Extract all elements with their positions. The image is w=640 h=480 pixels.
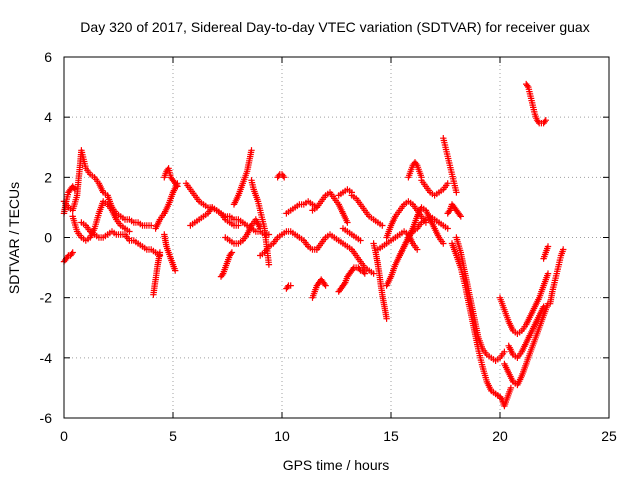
series-arc-35: [440, 135, 460, 196]
x-tick-label: 5: [169, 428, 177, 444]
y-tick-label: 6: [44, 49, 52, 65]
series-arc-25: [339, 225, 364, 244]
point-markers: [540, 243, 552, 262]
series-arc-39: [492, 384, 515, 410]
series-arc-05: [78, 219, 164, 259]
series-arc-12: [182, 180, 242, 229]
series-arc-27: [348, 192, 386, 229]
point-markers: [108, 204, 155, 229]
series-arc-07: [150, 249, 164, 298]
series-arc-21: [309, 189, 351, 226]
series-arc-10: [161, 231, 179, 274]
point-markers: [546, 246, 567, 307]
series-arc-18: [274, 171, 288, 181]
y-tick-label: 0: [44, 230, 52, 246]
point-markers: [309, 276, 329, 301]
point-markers: [217, 249, 236, 280]
point-markers: [396, 204, 447, 259]
data-points: [60, 80, 567, 410]
series-arc-32: [396, 204, 447, 259]
x-tick-label: 0: [60, 428, 68, 444]
point-markers: [150, 249, 164, 298]
series-arc-40: [496, 270, 552, 337]
point-markers: [309, 189, 351, 226]
series-arc-41: [501, 300, 552, 389]
point-markers: [501, 300, 552, 389]
y-tick-label: 2: [44, 169, 52, 185]
point-markers: [335, 264, 368, 295]
series-arc-09: [161, 165, 181, 190]
series-arc-23: [309, 276, 329, 301]
series-arc-17: [257, 228, 321, 259]
x-tick-label: 15: [383, 428, 399, 444]
point-markers: [496, 270, 552, 337]
series-arc-38: [448, 240, 504, 401]
series-arc-06: [108, 204, 155, 229]
point-markers: [418, 177, 451, 199]
point-markers: [370, 240, 390, 322]
series-arc-45: [546, 246, 567, 307]
point-markers: [283, 282, 294, 292]
series-arc-33: [405, 159, 425, 181]
series-arc-01: [60, 249, 76, 265]
point-markers: [492, 384, 515, 410]
point-markers: [161, 165, 181, 190]
point-markers: [523, 80, 549, 127]
point-markers: [444, 201, 464, 220]
series-arc-13: [217, 249, 236, 280]
point-markers: [222, 216, 264, 247]
y-axis-label: SDTVAR / TECUs: [6, 182, 22, 294]
point-markers: [60, 249, 76, 265]
x-tick-labels: 0 5 10 15 20 25: [60, 428, 617, 444]
y-tick-label: -2: [40, 290, 53, 306]
series-arc-42: [505, 303, 547, 361]
point-markers: [182, 180, 242, 229]
point-markers: [348, 192, 386, 229]
series-arc-14: [230, 147, 255, 208]
series-arc-19: [283, 282, 294, 292]
point-markers: [78, 219, 164, 259]
series-arc-44: [540, 243, 552, 262]
series-arc-28: [370, 240, 390, 322]
point-markers: [161, 231, 179, 274]
y-tick-label: -6: [40, 410, 53, 426]
point-markers: [313, 231, 377, 277]
series-arc-22: [313, 231, 377, 277]
series-arc-34: [418, 177, 451, 199]
x-tick-label: 25: [601, 428, 617, 444]
point-markers: [505, 303, 547, 361]
series-arc-43: [523, 80, 549, 127]
point-markers: [339, 225, 364, 244]
point-markers: [257, 228, 321, 259]
chart-title: Day 320 of 2017, Sidereal Day-to-day VTE…: [80, 19, 589, 35]
point-markers: [230, 147, 255, 208]
x-tick-label: 20: [492, 428, 508, 444]
series-arc-15: [222, 216, 264, 247]
series-arc-36: [444, 201, 464, 220]
point-markers: [440, 135, 460, 196]
point-markers: [405, 159, 425, 181]
y-tick-labels: -6 -4 -2 0 2 4 6: [40, 49, 53, 426]
x-tick-label: 10: [274, 428, 290, 444]
axis-ticks: [63, 56, 610, 419]
x-axis-label: GPS time / hours: [283, 457, 390, 473]
y-tick-label: 4: [44, 109, 52, 125]
point-markers: [448, 240, 504, 401]
point-markers: [274, 171, 288, 181]
y-tick-label: -4: [40, 350, 53, 366]
series-arc-26: [335, 264, 368, 295]
